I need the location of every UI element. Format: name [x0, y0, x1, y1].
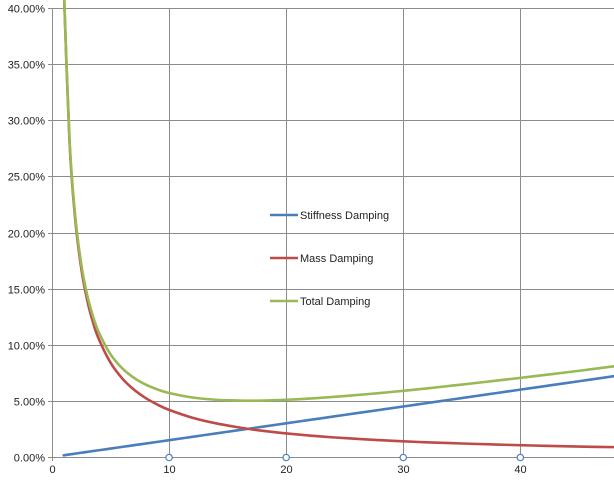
y-tick-label: 30.00%	[8, 116, 46, 128]
x-tick-label: 40	[514, 464, 526, 476]
series-line-stiffness-damping	[62, 374, 614, 457]
y-tick-label: 40.00%	[8, 4, 46, 16]
series-line-mass-damping	[62, 0, 614, 449]
x-tick-label: 30	[397, 464, 409, 476]
x-tick-label: 10	[163, 464, 175, 476]
gridlines	[52, 8, 614, 457]
y-tick-label: 25.00%	[8, 172, 46, 184]
y-tick-label: 10.00%	[8, 341, 46, 353]
x-axis-markers	[165, 453, 525, 462]
series-line-total-damping	[62, 0, 614, 402]
y-tick-label: 20.00%	[8, 229, 46, 241]
x-tick-label: 0	[49, 464, 55, 476]
legend-label-stiffness-damping: Stiffness Damping	[300, 210, 389, 222]
x-axis-marker	[399, 453, 408, 462]
y-tick-label: 5.00%	[14, 397, 45, 409]
legend-label-mass-damping: Mass Damping	[300, 253, 373, 265]
x-tick-label: 20	[280, 464, 292, 476]
y-tick-label: 15.00%	[8, 285, 46, 297]
legend: Stiffness Damping Mass Damping Total Dampi…	[270, 210, 389, 308]
x-axis-marker	[516, 453, 525, 462]
axes: 0.00% 5.00% 10.00% 15.00% 20.00% 25.00% 30.00%…	[8, 4, 614, 476]
x-axis-marker	[165, 453, 173, 462]
legend-label-total-damping: Total Damping	[300, 296, 370, 308]
y-tick-label: 35.00%	[8, 60, 46, 72]
x-axis-marker	[282, 453, 290, 462]
series-lines	[62, 0, 614, 457]
y-tick-label: 0.00%	[14, 453, 45, 465]
